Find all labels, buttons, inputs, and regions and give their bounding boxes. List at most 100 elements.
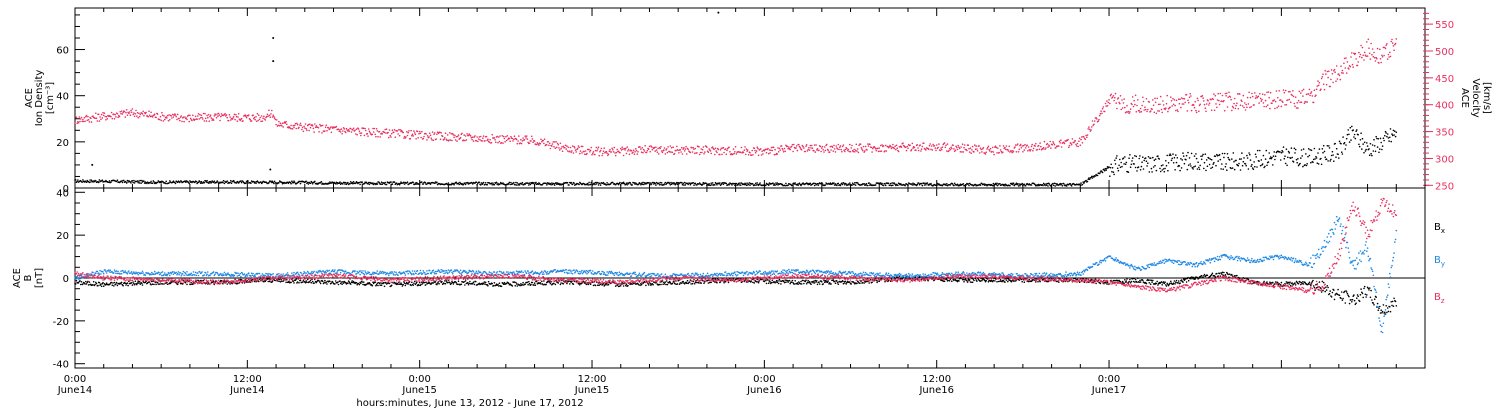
data-point <box>422 183 425 185</box>
data-point <box>131 180 134 182</box>
data-point <box>133 182 136 184</box>
data-point <box>325 124 328 126</box>
data-point <box>1012 183 1014 186</box>
data-point <box>1352 66 1354 68</box>
data-point <box>1294 96 1297 98</box>
data-point <box>354 129 356 132</box>
data-point <box>170 281 172 284</box>
data-point <box>1391 42 1394 44</box>
data-point <box>403 282 406 284</box>
data-point <box>710 152 712 155</box>
data-point <box>521 140 524 142</box>
x-tick-date-label: June15 <box>574 385 610 396</box>
data-point <box>894 183 896 185</box>
data-point <box>1255 156 1257 158</box>
data-point <box>274 118 277 121</box>
data-point <box>520 142 523 145</box>
data-point <box>385 281 387 284</box>
data-point <box>1129 111 1131 113</box>
data-point <box>1306 163 1308 165</box>
data-point <box>1181 103 1184 105</box>
data-point <box>499 183 501 185</box>
data-point <box>956 146 958 149</box>
data-point <box>160 182 162 184</box>
data-point <box>739 151 742 154</box>
data-point <box>678 283 681 286</box>
data-point <box>1078 183 1081 186</box>
data-point <box>1005 145 1008 147</box>
data-point <box>328 182 331 185</box>
data-point <box>282 126 285 128</box>
data-point <box>777 282 780 285</box>
data-point <box>1199 103 1201 106</box>
data-point <box>270 180 272 182</box>
data-point <box>611 147 613 150</box>
data-point <box>465 139 468 141</box>
data-point <box>706 146 708 148</box>
data-point <box>694 147 697 150</box>
data-point <box>415 138 417 140</box>
data-point <box>1103 168 1105 170</box>
data-point <box>835 145 837 147</box>
data-point <box>329 127 331 130</box>
data-point <box>1098 172 1101 175</box>
data-point <box>482 137 484 139</box>
data-point <box>1295 107 1298 109</box>
data-point <box>837 182 840 185</box>
data-point <box>412 181 415 184</box>
data-point <box>1305 153 1307 155</box>
data-point <box>1143 109 1145 111</box>
data-point <box>749 151 751 154</box>
data-point <box>535 181 537 184</box>
data-point <box>1322 83 1325 85</box>
data-point <box>600 147 603 150</box>
data-point <box>735 182 738 185</box>
data-point <box>499 135 501 137</box>
data-point <box>1195 109 1197 112</box>
data-point <box>1345 137 1348 140</box>
data-point <box>440 132 443 134</box>
data-point <box>109 283 111 285</box>
data-point <box>150 111 152 114</box>
data-point <box>471 138 473 141</box>
data-point <box>637 151 639 153</box>
data-point <box>775 183 778 186</box>
data-point <box>1390 140 1392 143</box>
data-point <box>1018 148 1021 151</box>
data-point <box>138 115 141 118</box>
data-point <box>301 126 304 129</box>
data-point <box>388 282 391 285</box>
data-point <box>606 152 608 154</box>
data-point <box>138 112 140 115</box>
data-point <box>98 281 101 284</box>
data-point <box>1273 151 1275 153</box>
data-point <box>668 282 670 284</box>
data-point <box>1394 135 1397 138</box>
data-point <box>606 182 608 184</box>
data-point <box>1107 101 1110 104</box>
data-point <box>839 146 841 148</box>
data-point <box>843 149 845 151</box>
data-point <box>917 149 920 152</box>
data-point <box>1264 165 1266 168</box>
data-point <box>135 109 137 112</box>
data-point <box>413 280 416 283</box>
data-point <box>163 283 165 285</box>
data-point <box>1324 156 1326 158</box>
data-point <box>1244 163 1247 165</box>
data-point <box>1104 167 1107 170</box>
data-point <box>713 148 715 151</box>
data-point <box>511 285 514 287</box>
data-point <box>719 153 721 156</box>
data-point <box>76 180 78 183</box>
data-point <box>555 182 557 184</box>
data-point <box>1373 51 1375 54</box>
data-point <box>1332 81 1334 84</box>
data-point <box>1020 147 1023 149</box>
data-point <box>74 179 77 181</box>
data-point <box>217 181 219 183</box>
data-point <box>1235 104 1237 107</box>
data-point <box>833 144 835 147</box>
data-point <box>745 148 748 150</box>
data-point <box>700 282 702 284</box>
